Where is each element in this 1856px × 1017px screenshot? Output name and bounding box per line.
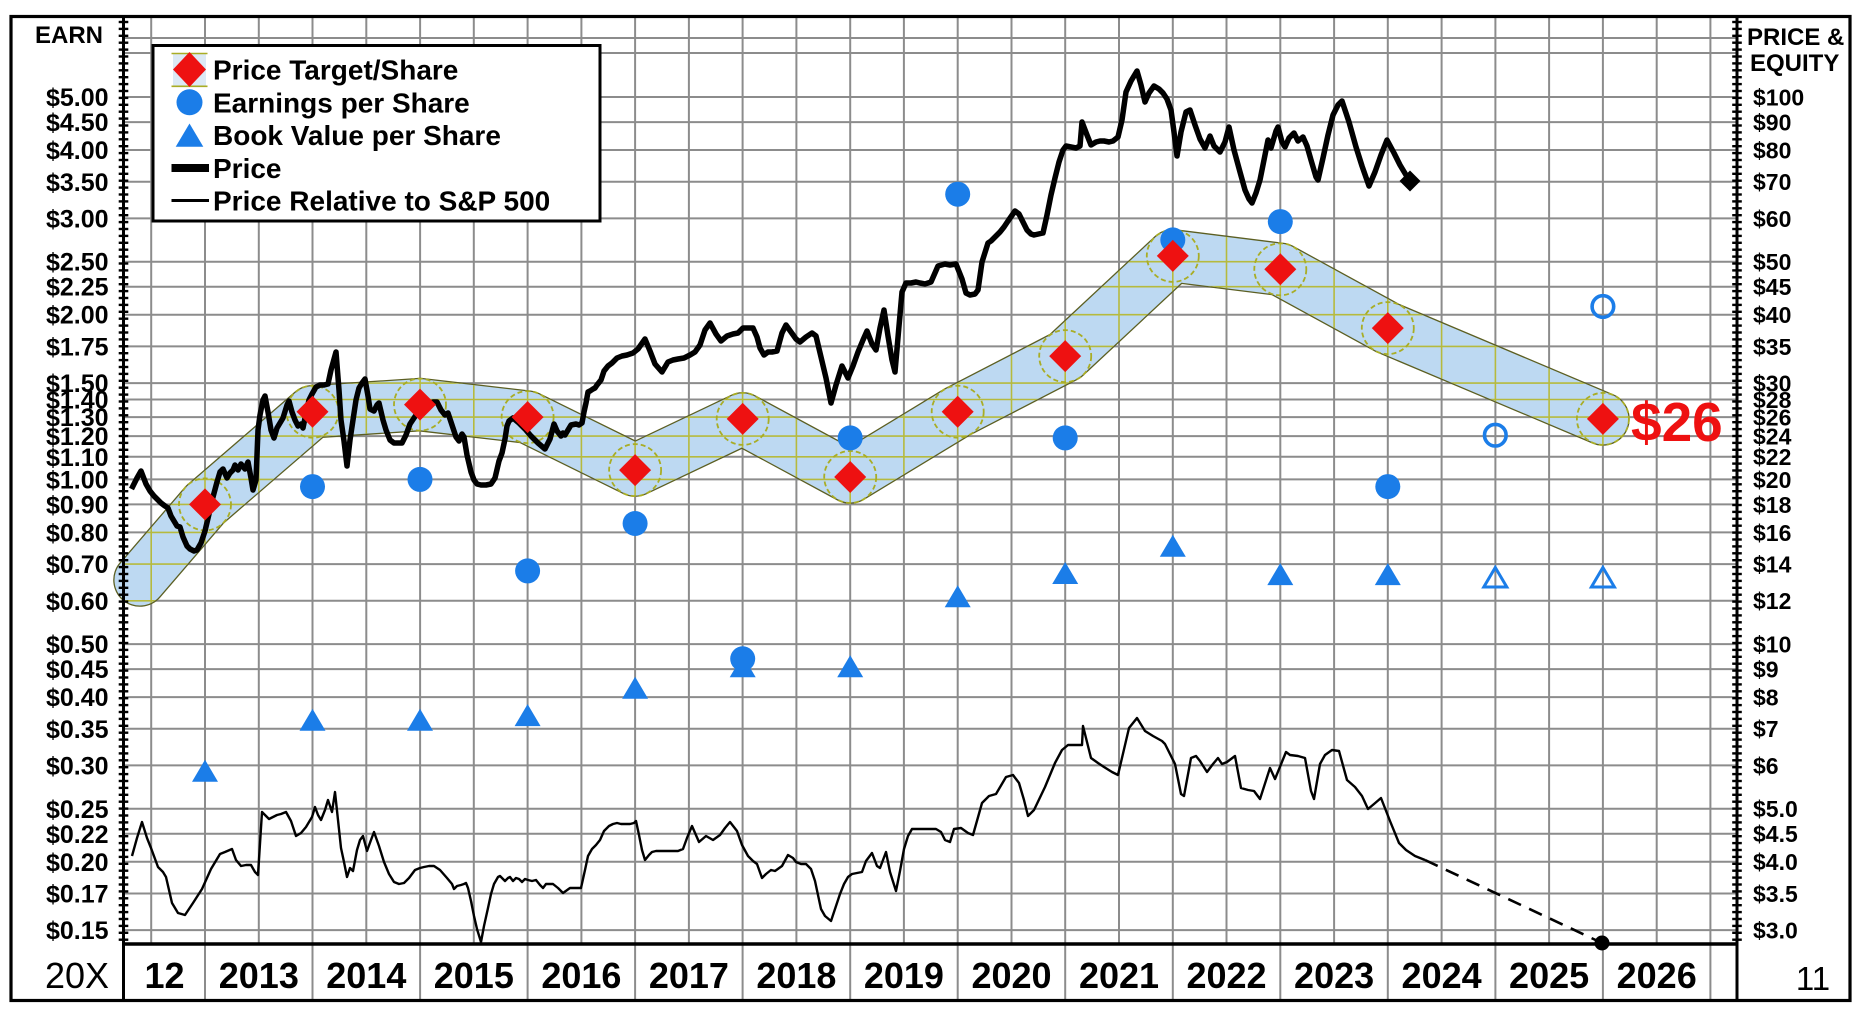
- svg-text:$16: $16: [1753, 520, 1791, 546]
- svg-text:PRICE &: PRICE &: [1747, 24, 1844, 51]
- svg-text:$6: $6: [1753, 753, 1779, 779]
- svg-text:$4.00: $4.00: [46, 137, 109, 165]
- svg-text:$18: $18: [1753, 492, 1792, 518]
- svg-text:2026: 2026: [1617, 955, 1697, 996]
- svg-text:$0.40: $0.40: [46, 684, 109, 712]
- svg-text:2016: 2016: [541, 955, 621, 996]
- svg-text:$24: $24: [1753, 424, 1792, 450]
- svg-text:12: 12: [144, 955, 184, 996]
- svg-text:$0.50: $0.50: [46, 631, 109, 659]
- svg-text:$60: $60: [1753, 206, 1791, 232]
- svg-text:2021: 2021: [1079, 955, 1159, 996]
- svg-text:$12: $12: [1753, 588, 1791, 614]
- svg-text:$35: $35: [1753, 334, 1792, 360]
- svg-text:$40: $40: [1753, 302, 1791, 328]
- svg-text:$0.17: $0.17: [46, 881, 109, 909]
- svg-text:EQUITY: EQUITY: [1750, 50, 1839, 77]
- svg-text:$90: $90: [1753, 110, 1791, 136]
- svg-text:2025: 2025: [1509, 955, 1589, 996]
- svg-text:$7: $7: [1753, 716, 1779, 742]
- svg-text:$26: $26: [1631, 391, 1723, 453]
- svg-text:$70: $70: [1753, 169, 1791, 195]
- svg-text:$0.90: $0.90: [46, 491, 109, 519]
- svg-text:EARN: EARN: [35, 22, 103, 49]
- svg-text:$22: $22: [1753, 444, 1791, 470]
- svg-text:$45: $45: [1753, 274, 1792, 300]
- svg-text:$5.0: $5.0: [1753, 796, 1798, 822]
- svg-text:Price Relative to S&P 500: Price Relative to S&P 500: [213, 186, 550, 217]
- svg-text:$3.5: $3.5: [1753, 881, 1798, 907]
- svg-text:$50: $50: [1753, 249, 1791, 275]
- svg-text:$10: $10: [1753, 632, 1791, 658]
- svg-text:$0.20: $0.20: [46, 849, 109, 877]
- svg-text:$4.5: $4.5: [1753, 821, 1798, 847]
- svg-text:$3.00: $3.00: [46, 205, 109, 233]
- svg-text:$9: $9: [1753, 657, 1779, 683]
- svg-text:$1.10: $1.10: [46, 444, 109, 472]
- svg-text:$1.40: $1.40: [46, 387, 109, 415]
- svg-text:$3.0: $3.0: [1753, 918, 1798, 944]
- svg-text:11: 11: [1796, 960, 1830, 997]
- svg-text:2014: 2014: [326, 955, 406, 996]
- svg-text:$80: $80: [1753, 137, 1791, 163]
- svg-text:2017: 2017: [649, 955, 729, 996]
- svg-text:$3.50: $3.50: [46, 169, 109, 197]
- svg-text:$0.60: $0.60: [46, 588, 109, 616]
- svg-text:$0.15: $0.15: [46, 917, 109, 945]
- svg-text:$1.30: $1.30: [46, 404, 109, 432]
- svg-text:$0.25: $0.25: [46, 796, 109, 824]
- svg-text:2024: 2024: [1402, 955, 1482, 996]
- svg-text:$0.70: $0.70: [46, 551, 109, 579]
- svg-text:$20: $20: [1753, 467, 1791, 493]
- svg-text:$26: $26: [1753, 405, 1791, 431]
- svg-text:2013: 2013: [219, 955, 299, 996]
- svg-text:2019: 2019: [864, 955, 944, 996]
- svg-text:2020: 2020: [971, 955, 1051, 996]
- svg-text:Price Target/Share: Price Target/Share: [213, 55, 458, 86]
- svg-text:$28: $28: [1753, 387, 1792, 413]
- svg-text:$2.00: $2.00: [46, 302, 109, 330]
- svg-text:$100: $100: [1753, 84, 1804, 110]
- svg-text:$1.20: $1.20: [46, 423, 109, 451]
- svg-text:Earnings per Share: Earnings per Share: [213, 87, 470, 118]
- svg-text:$14: $14: [1753, 552, 1792, 578]
- svg-text:$8: $8: [1753, 685, 1779, 711]
- svg-text:$2.25: $2.25: [46, 274, 109, 302]
- svg-text:20X: 20X: [45, 955, 109, 996]
- svg-text:$4.0: $4.0: [1753, 849, 1798, 875]
- svg-text:$0.30: $0.30: [46, 752, 109, 780]
- svg-text:$0.35: $0.35: [46, 716, 109, 744]
- svg-text:$30: $30: [1753, 371, 1791, 397]
- svg-text:Price: Price: [213, 153, 282, 184]
- svg-text:$5.00: $5.00: [46, 84, 109, 112]
- svg-text:$4.50: $4.50: [46, 109, 109, 137]
- svg-text:$0.45: $0.45: [46, 656, 109, 684]
- svg-text:2022: 2022: [1186, 955, 1266, 996]
- svg-text:2023: 2023: [1294, 955, 1374, 996]
- svg-text:$1.75: $1.75: [46, 333, 109, 361]
- svg-text:$2.50: $2.50: [46, 249, 109, 277]
- svg-text:$1.00: $1.00: [46, 466, 109, 494]
- svg-text:$0.80: $0.80: [46, 519, 109, 547]
- svg-text:2015: 2015: [434, 955, 514, 996]
- svg-text:$0.22: $0.22: [46, 821, 109, 849]
- svg-text:Book Value per Share: Book Value per Share: [213, 120, 501, 151]
- svg-text:2018: 2018: [756, 955, 836, 996]
- svg-text:$1.50: $1.50: [46, 370, 109, 398]
